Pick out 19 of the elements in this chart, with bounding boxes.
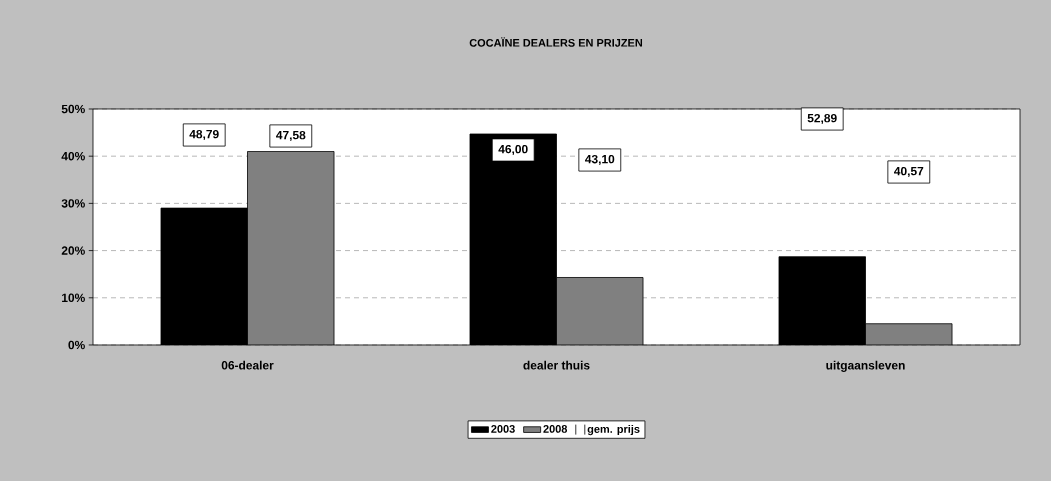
y-tick-label: 40% bbox=[61, 151, 85, 161]
y-tick-label: 10% bbox=[62, 293, 85, 303]
y-tick-label: 0% bbox=[68, 340, 85, 350]
x-tick-label: uitgaansleven bbox=[826, 360, 905, 372]
chart-title: COCAÏNE DEALERS EN PRIJZEN bbox=[469, 37, 643, 47]
annotation: 48,79 bbox=[189, 129, 219, 141]
y-tick-label: 20% bbox=[61, 246, 85, 255]
annotation: 40,57 bbox=[894, 166, 924, 178]
annotation: 47,58 bbox=[276, 130, 306, 142]
annotation: 43,10 bbox=[585, 154, 615, 166]
y-tick-label: 30% bbox=[61, 199, 85, 208]
legend-label: gem. prijs bbox=[587, 424, 640, 436]
annotation: 52,89 bbox=[807, 113, 837, 125]
annotation: 46,00 bbox=[498, 144, 528, 156]
y-tick-label: 50% bbox=[61, 104, 85, 114]
legend-label: 2008 bbox=[543, 425, 568, 433]
x-tick-label: 06-dealer bbox=[221, 360, 274, 370]
legend-label: 2003 bbox=[491, 425, 515, 433]
x-tick-label: dealer thuis bbox=[523, 360, 590, 370]
